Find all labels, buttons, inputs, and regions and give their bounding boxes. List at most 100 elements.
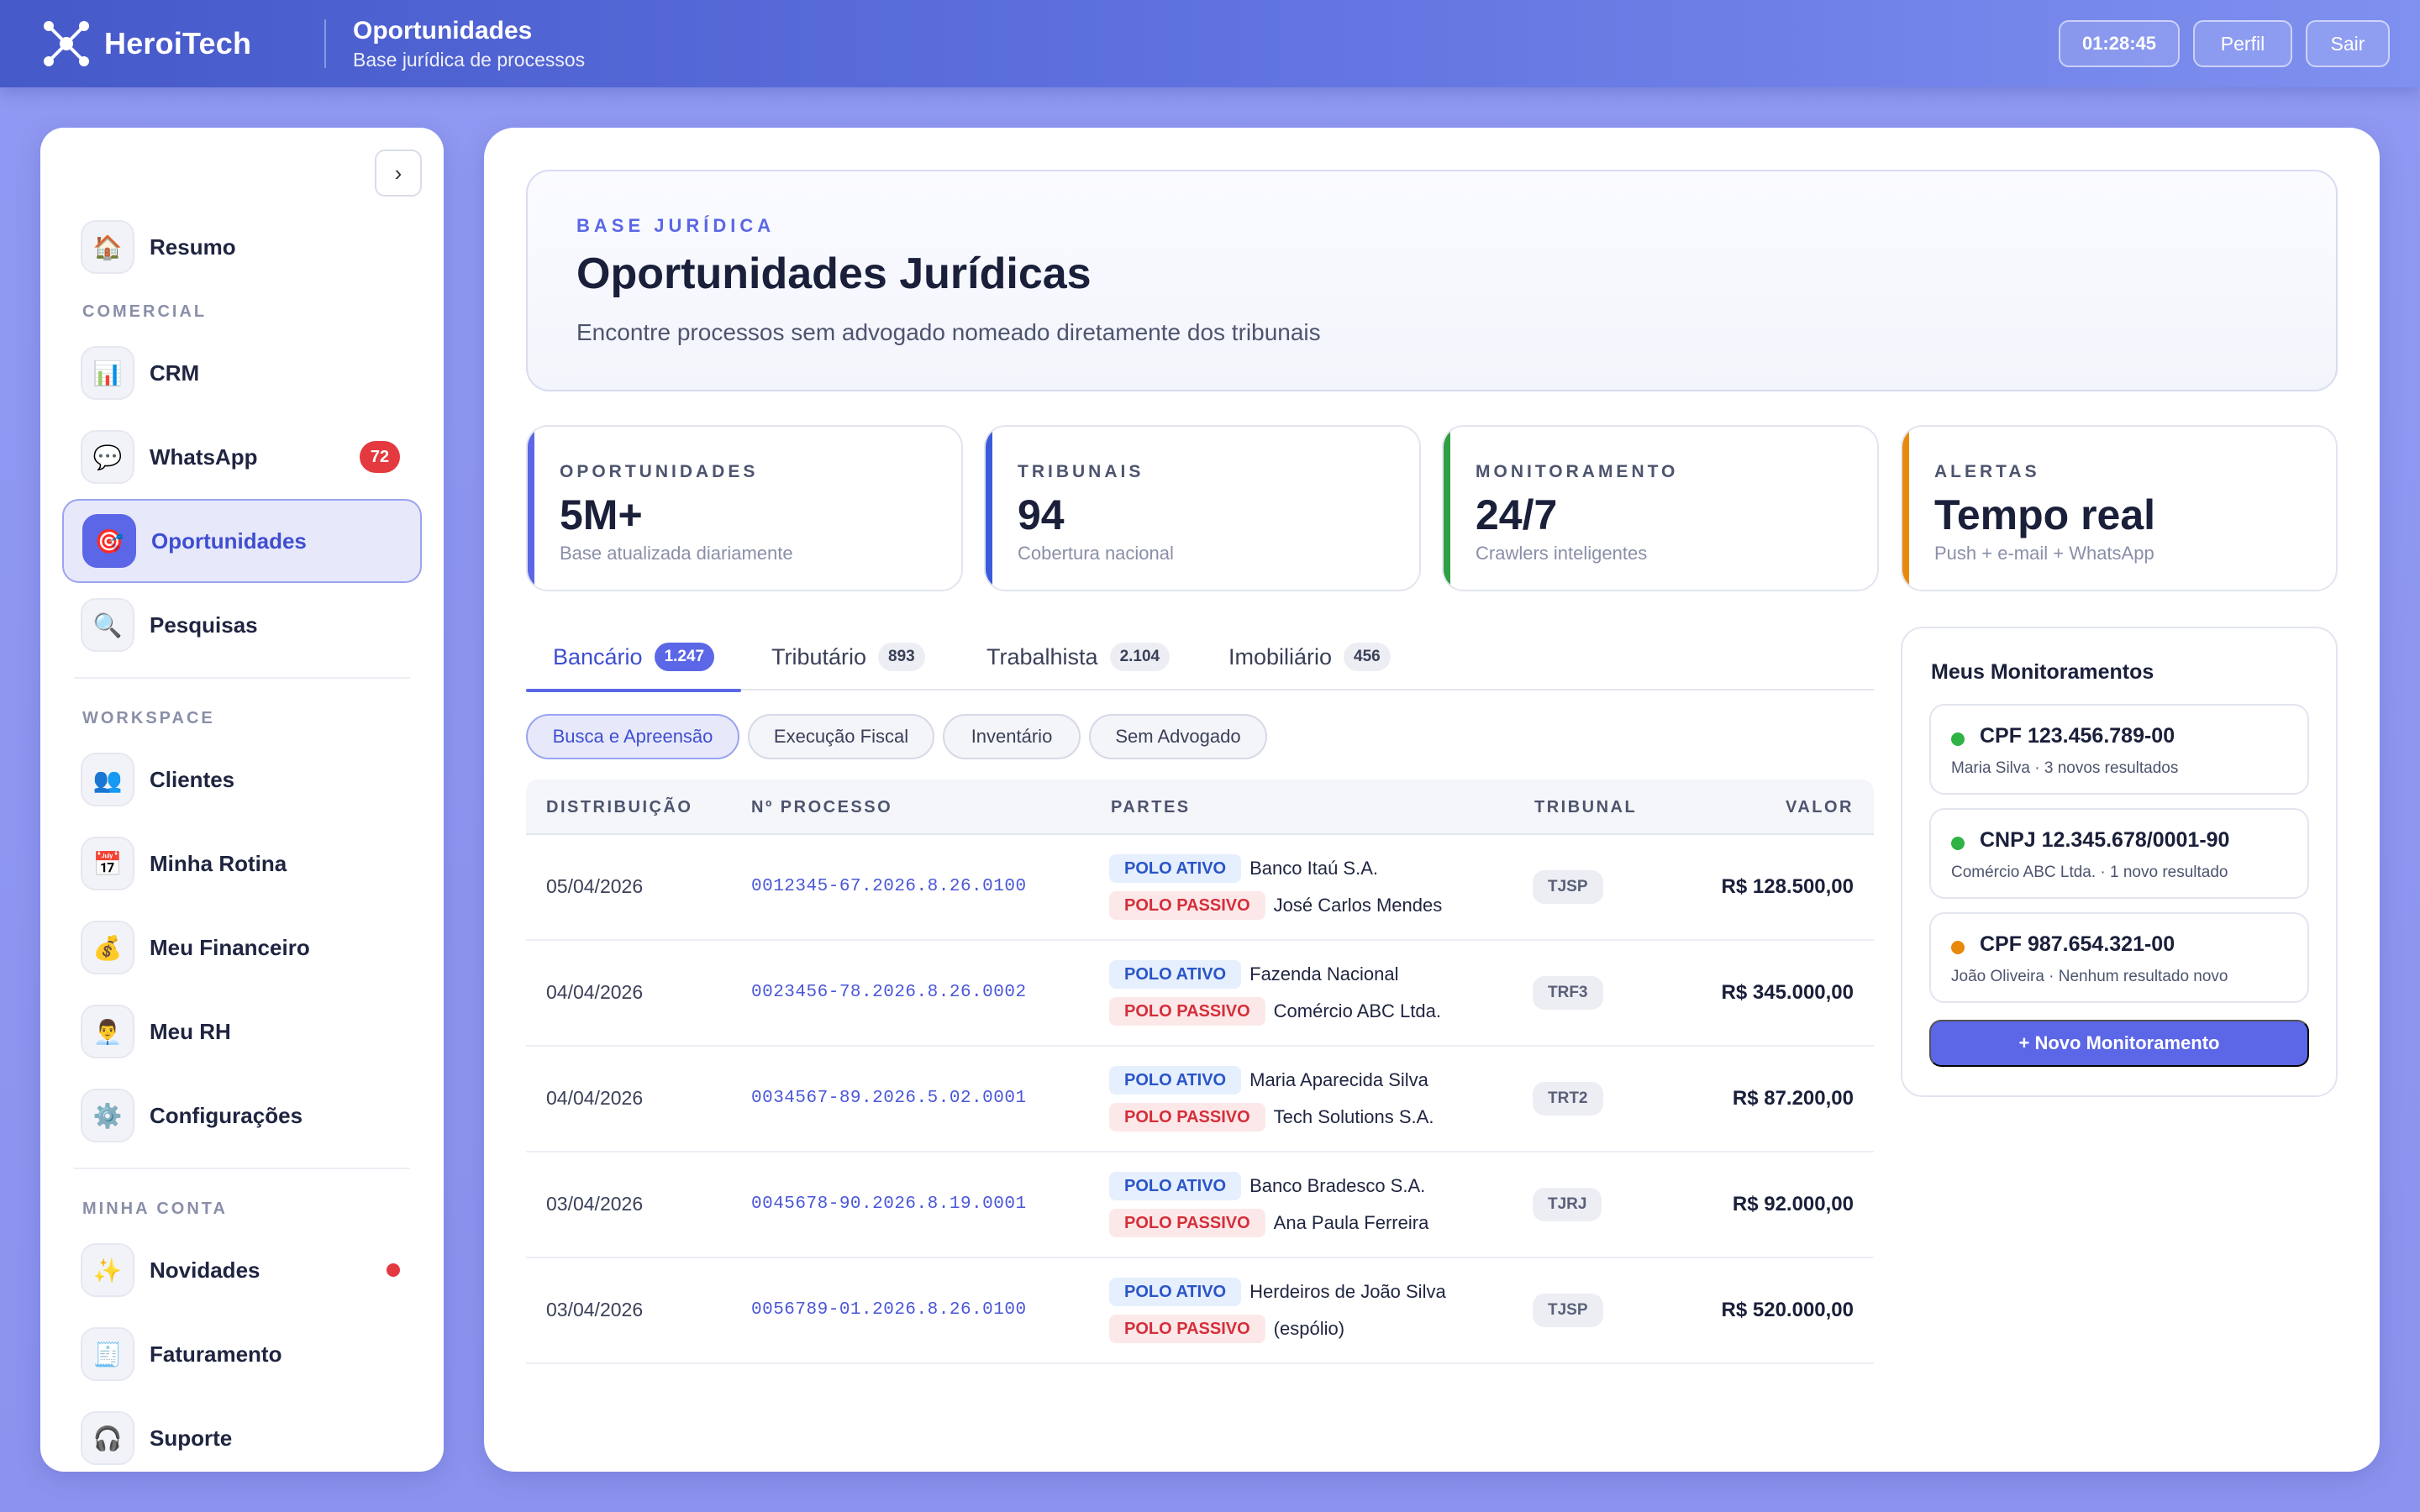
sidebar-item-faturamento[interactable]: 🧾 Faturamento <box>62 1312 422 1396</box>
process-number-link[interactable]: 0045678-90.2026.8.19.0001 <box>751 1194 1027 1214</box>
main-panel: BASE JURÍDICA Oportunidades Jurídicas En… <box>484 128 2380 1472</box>
party-name: Comércio ABC Ltda. <box>1273 1000 1441 1021</box>
process-number-link[interactable]: 0056789-01.2026.8.26.0100 <box>751 1300 1027 1320</box>
stat-value: 94 <box>1018 491 1065 538</box>
network-logo-icon <box>44 21 89 66</box>
stat-accent-bar <box>1444 427 1450 590</box>
tab-count-badge: 2.104 <box>1109 643 1171 671</box>
sidebar-item-resumo[interactable]: 🏠 Resumo <box>62 205 422 289</box>
monitoring-subtitle: Comércio ABC Ltda. · 1 novo resultado <box>1951 864 2228 881</box>
court-badge: TRT2 <box>1533 1082 1603 1116</box>
parties: POLO ATIVO Banco Bradesco S.A. POLO PASSI… <box>1109 1168 1428 1242</box>
stat-description: Cobertura nacional <box>1018 543 1174 564</box>
chart-icon: 📊 <box>81 346 134 400</box>
tab-trabalhista[interactable]: Trabalhista 2.104 <box>986 623 1171 690</box>
process-number-link[interactable]: 0012345-67.2026.8.26.0100 <box>751 877 1027 896</box>
monitorings-title: Meus Monitoramentos <box>1931 660 2154 684</box>
monitoring-title: CNPJ 12.345.678/0001-90 <box>1980 828 2230 852</box>
court-badge: TJSP <box>1533 870 1603 904</box>
sidebar-item-label: Faturamento <box>150 1341 282 1367</box>
case-value: R$ 128.500,00 <box>1721 875 1854 898</box>
party-name: José Carlos Mendes <box>1273 895 1443 916</box>
distribution-date: 03/04/2026 <box>546 1299 644 1320</box>
monitoring-subtitle: João Oliveira · Nenhum resultado novo <box>1951 968 2228 985</box>
monitorings-panel: Meus Monitoramentos CPF 123.456.789-00 M… <box>1901 627 2338 1097</box>
process-number-link[interactable]: 0023456-78.2026.8.26.0002 <box>751 983 1027 1002</box>
party-name: Banco Itaú S.A. <box>1249 858 1378 879</box>
sidebar: › 🏠 Resumo COMERCIAL 📊 CRM 💬 WhatsApp 72… <box>40 128 444 1472</box>
sidebar-item-whatsapp[interactable]: 💬 WhatsApp 72 <box>62 415 422 499</box>
column-header-valor[interactable]: VALOR <box>1785 798 1854 816</box>
session-clock: 01:28:45 <box>2059 20 2180 67</box>
section-label-workspace: WORKSPACE <box>82 709 215 727</box>
column-header-distribuicao[interactable]: DISTRIBUIÇÃO <box>546 798 693 816</box>
monitoring-item[interactable]: CPF 987.654.321-00 João Oliveira · Nenhu… <box>1929 912 2309 1003</box>
column-header-partes[interactable]: PARTES <box>1111 798 1191 816</box>
stat-accent-bar <box>528 427 534 590</box>
sidebar-divider <box>74 677 410 679</box>
gear-icon: ⚙️ <box>81 1089 134 1142</box>
distribution-date: 03/04/2026 <box>546 1193 644 1215</box>
sidebar-item-clientes[interactable]: 👥 Clientes <box>62 738 422 822</box>
tab-bancario[interactable]: Bancário 1.247 <box>526 623 742 692</box>
page-heading: Oportunidades Base jurídica de processos <box>353 17 585 71</box>
monitoring-title: CPF 123.456.789-00 <box>1980 724 2175 748</box>
case-value: R$ 87.200,00 <box>1732 1087 1854 1110</box>
polo-ativo-tag: POLO ATIVO <box>1109 1172 1242 1200</box>
sidebar-item-rh[interactable]: 👨‍💼 Meu RH <box>62 990 422 1074</box>
table-row[interactable]: 03/04/2026 0045678-90.2026.8.19.0001 POL… <box>526 1152 1874 1258</box>
column-header-processo[interactable]: Nº PROCESSO <box>751 798 893 816</box>
monitoring-item[interactable]: CPF 123.456.789-00 Maria Silva · 3 novos… <box>1929 704 2309 795</box>
collapse-sidebar-button[interactable]: › <box>375 150 422 197</box>
sidebar-item-novidades[interactable]: ✨ Novidades <box>62 1228 422 1312</box>
hero-eyebrow: BASE JURÍDICA <box>576 215 776 236</box>
parties: POLO ATIVO Fazenda Nacional POLO PASSIVO C… <box>1109 956 1441 1030</box>
tab-label: Imobiliário <box>1228 643 1333 669</box>
filter-chip-inventario[interactable]: Inventário <box>943 714 1081 759</box>
unread-badge: 72 <box>360 441 400 473</box>
employee-icon: 👨‍💼 <box>81 1005 134 1058</box>
sidebar-item-rotina[interactable]: 📅 Minha Rotina <box>62 822 422 906</box>
sidebar-item-pesquisas[interactable]: 🔍 Pesquisas <box>62 583 422 667</box>
party-name: Tech Solutions S.A. <box>1273 1106 1434 1127</box>
brand-name: HeroiTech <box>104 26 252 60</box>
brand-logo[interactable]: HeroiTech <box>39 16 324 71</box>
table-row[interactable]: 05/04/2026 0012345-67.2026.8.26.0100 POL… <box>526 835 1874 941</box>
table-row[interactable]: 03/04/2026 0056789-01.2026.8.26.0100 POL… <box>526 1258 1874 1364</box>
target-icon: 🎯 <box>82 514 136 568</box>
logout-button[interactable]: Sair <box>2306 20 2390 67</box>
sidebar-item-financeiro[interactable]: 💰 Meu Financeiro <box>62 906 422 990</box>
filter-chip-execucao-fiscal[interactable]: Execução Fiscal <box>748 714 934 759</box>
column-header-tribunal[interactable]: TRIBUNAL <box>1534 798 1638 816</box>
tab-label: Tributário <box>771 643 867 669</box>
table-row[interactable]: 04/04/2026 0023456-78.2026.8.26.0002 POL… <box>526 941 1874 1047</box>
filter-chip-sem-advogado[interactable]: Sem Advogado <box>1089 714 1267 759</box>
monitoring-item[interactable]: CNPJ 12.345.678/0001-90 Comércio ABC Ltd… <box>1929 808 2309 899</box>
stat-description: Base atualizada diariamente <box>560 543 793 564</box>
table-row[interactable]: 04/04/2026 0034567-89.2026.5.02.0001 POL… <box>526 1047 1874 1152</box>
sidebar-item-oportunidades[interactable]: 🎯 Oportunidades <box>62 499 422 583</box>
parties: POLO ATIVO Herdeiros de João Silva POLO P… <box>1109 1273 1446 1347</box>
stat-value: 5M+ <box>560 491 643 538</box>
party-name: Ana Paula Ferreira <box>1273 1212 1429 1233</box>
polo-ativo-tag: POLO ATIVO <box>1109 1066 1242 1095</box>
new-monitoring-button[interactable]: + Novo Monitoramento <box>1929 1020 2309 1067</box>
sidebar-item-label: Meu RH <box>150 1018 231 1044</box>
sidebar-item-configuracoes[interactable]: ⚙️ Configurações <box>62 1074 422 1158</box>
tab-label: Bancário <box>553 643 643 669</box>
tab-tributario[interactable]: Tributário 893 <box>771 623 925 690</box>
sidebar-item-crm[interactable]: 📊 CRM <box>62 331 422 415</box>
stat-value: 24/7 <box>1476 491 1558 538</box>
table-header: DISTRIBUIÇÃO Nº PROCESSO PARTES TRIBUNAL… <box>526 780 1874 835</box>
stat-accent-bar <box>986 427 992 590</box>
tab-imobiliario[interactable]: Imobiliário 456 <box>1228 623 1391 690</box>
profile-button[interactable]: Perfil <box>2193 20 2292 67</box>
sidebar-item-label: Suporte <box>150 1425 233 1451</box>
process-number-link[interactable]: 0034567-89.2026.5.02.0001 <box>751 1089 1027 1108</box>
calendar-icon: 📅 <box>81 837 134 890</box>
money-bag-icon: 💰 <box>81 921 134 974</box>
case-value: R$ 520.000,00 <box>1721 1299 1854 1321</box>
filter-chip-busca-apreensao[interactable]: Busca e Apreensão <box>526 714 739 759</box>
sidebar-item-suporte[interactable]: 🎧 Suporte <box>62 1396 422 1472</box>
sidebar-item-label: Clientes <box>150 766 235 792</box>
